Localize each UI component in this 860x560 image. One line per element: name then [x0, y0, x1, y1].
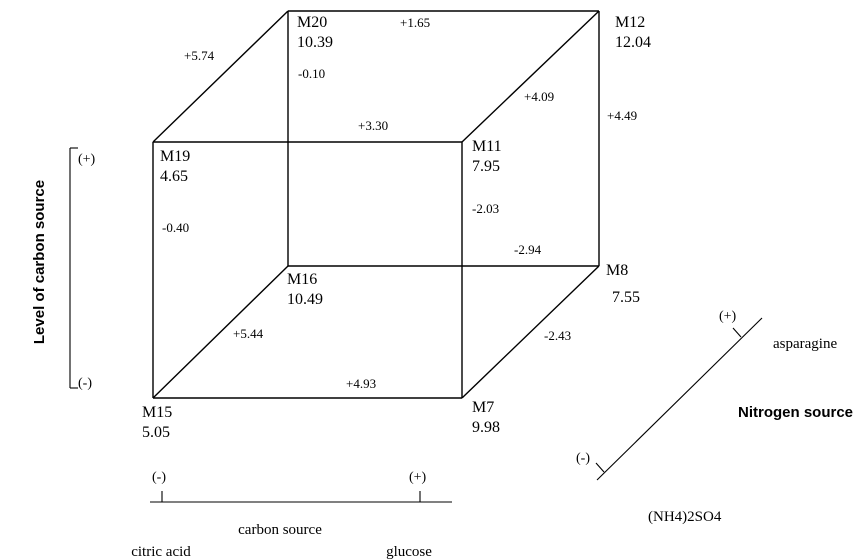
nitrogen-source-low-label: (-) — [576, 451, 590, 466]
node-m15-label: M15 — [142, 404, 172, 421]
node-m16-label: M16 — [287, 271, 317, 288]
node-m8-label: M8 — [606, 262, 628, 279]
nitrogen-source-high-label: (+) — [719, 309, 737, 324]
edge-m19-m20 — [152, 10, 289, 143]
nitrogen-source-axis-title: Nitrogen source — [738, 404, 853, 421]
effect-m20-m12: +1.65 — [400, 15, 430, 30]
node-m15-value: 5.05 — [142, 424, 170, 441]
carbon-source-low-label: (-) — [152, 470, 166, 485]
carbon-level-axis: (+) (-) Level of carbon source — [31, 147, 96, 391]
node-m19-label: M19 — [160, 148, 190, 165]
effect-m7-m8: -2.43 — [544, 328, 571, 343]
nitrogen-source-low-name: (NH4)2SO4 — [648, 509, 722, 525]
node-m8-value: 7.55 — [612, 289, 640, 306]
carbon-source-high-label: (+) — [409, 470, 427, 485]
edge-m11-m12 — [461, 10, 600, 143]
node-m20-label: M20 — [297, 14, 327, 31]
node-m7-value: 9.98 — [472, 419, 500, 436]
carbon-level-axis-title: Level of carbon source — [31, 180, 48, 344]
edge-m15-m16 — [152, 265, 289, 399]
effect-m12-m8: +4.49 — [607, 108, 637, 123]
carbon-source-axis: (-) (+) carbon source citric acid glucos… — [131, 470, 452, 560]
node-m12-label: M12 — [615, 14, 645, 31]
node-m7-label: M7 — [472, 399, 494, 416]
node-m11-value: 7.95 — [472, 158, 500, 175]
effect-m16-m8: -2.94 — [514, 242, 542, 257]
effect-m11-m7: -2.03 — [472, 201, 499, 216]
carbon-source-high-name: glucose — [386, 544, 432, 560]
carbon-source-axis-title: carbon source — [238, 522, 322, 538]
effect-m19-m11: +3.30 — [358, 118, 388, 133]
effect-m19-m15: -0.40 — [162, 220, 189, 235]
nitrogen-source-high-tick — [732, 327, 742, 338]
carbon-level-low-label: (-) — [78, 376, 92, 391]
effect-m11-m12: +4.09 — [524, 89, 554, 104]
node-m11-label: M11 — [472, 138, 502, 155]
effect-m15-m7: +4.93 — [346, 376, 376, 391]
effect-m20-m16: -0.10 — [298, 66, 325, 81]
carbon-level-high-label: (+) — [78, 152, 96, 167]
effect-m19-m20: +5.74 — [184, 48, 215, 63]
effect-m15-m16: +5.44 — [233, 326, 264, 341]
nitrogen-source-axis: (+) (-) asparagine Nitrogen source (NH4)… — [576, 309, 853, 525]
cube-edges — [152, 10, 600, 399]
nitrogen-source-axis-line — [596, 317, 763, 481]
nitrogen-source-low-tick — [595, 462, 605, 473]
node-m12-value: 12.04 — [615, 34, 651, 51]
node-labels: M20 10.39 M12 12.04 M19 4.65 M11 7.95 M1… — [142, 14, 651, 441]
node-m19-value: 4.65 — [160, 168, 188, 185]
nitrogen-source-high-name: asparagine — [773, 336, 837, 352]
edge-m7-m8 — [461, 265, 600, 399]
carbon-source-low-name: citric acid — [131, 544, 191, 560]
node-m16-value: 10.49 — [287, 291, 323, 308]
edge-effects: +5.74 +1.65 -0.10 +4.09 +4.49 +3.30 -0.4… — [162, 15, 637, 391]
node-m20-value: 10.39 — [297, 34, 333, 51]
